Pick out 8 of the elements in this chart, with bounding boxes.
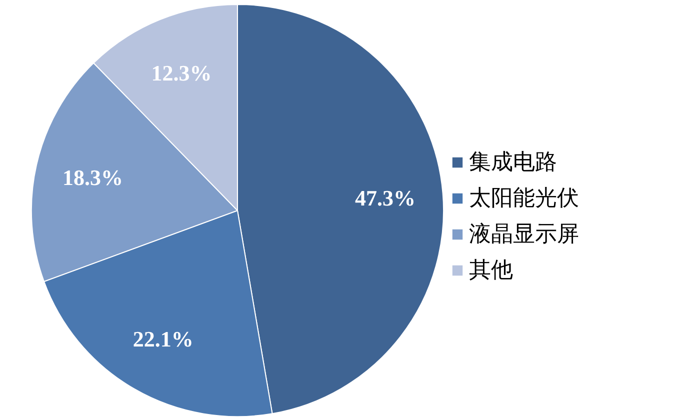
data-label: 22.1% <box>132 326 194 352</box>
data-label: 47.3% <box>355 185 416 210</box>
data-label: 12.3% <box>151 60 212 86</box>
legend-label: 其他 <box>469 257 513 285</box>
legend-label: 液晶显示屏 <box>469 221 579 249</box>
legend-label: 集成电路 <box>469 149 557 177</box>
legend-label: 太阳能光伏 <box>469 185 579 213</box>
data-label: 18.3% <box>62 165 124 190</box>
